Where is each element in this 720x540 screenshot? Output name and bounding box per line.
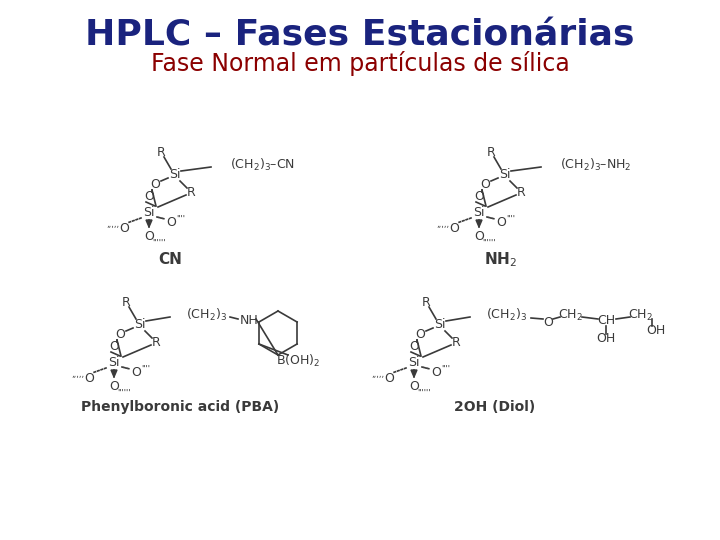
- Text: O: O: [131, 367, 141, 380]
- Text: ,,,,,: ,,,,,: [107, 220, 120, 230]
- Text: O: O: [415, 328, 425, 341]
- Text: '''': '''': [506, 214, 516, 224]
- Text: CH: CH: [597, 314, 615, 327]
- Text: ,,,,,: ,,,,,: [436, 220, 449, 230]
- Text: O: O: [150, 179, 160, 192]
- Text: CH$_2$: CH$_2$: [628, 307, 652, 322]
- Text: (CH$_2$)$_3$–CN: (CH$_2$)$_3$–CN: [230, 157, 295, 173]
- Text: R: R: [157, 146, 166, 159]
- Text: O: O: [409, 381, 419, 394]
- Polygon shape: [411, 370, 417, 377]
- Text: O: O: [431, 367, 441, 380]
- Text: R: R: [152, 336, 161, 349]
- Text: ,,,,,: ,,,,,: [71, 370, 84, 380]
- Text: Si: Si: [499, 168, 510, 181]
- Text: R: R: [451, 336, 460, 349]
- Text: 2OH (Diol): 2OH (Diol): [454, 400, 536, 414]
- Text: O: O: [543, 316, 553, 329]
- Text: OH: OH: [647, 325, 665, 338]
- Text: O: O: [144, 191, 154, 204]
- Polygon shape: [146, 220, 152, 227]
- Text: '''': '''': [441, 364, 451, 374]
- Text: '''': '''': [142, 364, 150, 374]
- Text: O: O: [115, 328, 125, 341]
- Text: '''''': '''''': [482, 239, 496, 247]
- Text: O: O: [109, 381, 119, 394]
- Text: O: O: [474, 231, 484, 244]
- Text: O: O: [119, 222, 129, 235]
- Text: (CH$_2$)$_3$–NH$_2$: (CH$_2$)$_3$–NH$_2$: [560, 157, 631, 173]
- Text: CN: CN: [158, 253, 182, 267]
- Text: O: O: [384, 373, 394, 386]
- Text: Si: Si: [408, 356, 420, 369]
- Text: O: O: [144, 231, 154, 244]
- Text: Si: Si: [473, 206, 485, 219]
- Text: B(OH)$_2$: B(OH)$_2$: [276, 353, 320, 369]
- Text: ,,,,,: ,,,,,: [372, 370, 384, 380]
- Text: R: R: [487, 146, 495, 159]
- Text: NH: NH: [240, 314, 258, 327]
- Text: (CH$_2$)$_3$: (CH$_2$)$_3$: [186, 307, 227, 323]
- Text: OH: OH: [596, 333, 616, 346]
- Text: HPLC – Fases Estacionárias: HPLC – Fases Estacionárias: [85, 18, 635, 52]
- Text: O: O: [480, 179, 490, 192]
- Text: O: O: [84, 373, 94, 386]
- Text: O: O: [449, 222, 459, 235]
- Text: R: R: [122, 296, 130, 309]
- Text: '''''': '''''': [152, 239, 166, 247]
- Text: R: R: [517, 186, 526, 199]
- Text: '''': '''': [176, 214, 186, 224]
- Text: Si: Si: [169, 168, 181, 181]
- Text: Si: Si: [134, 319, 145, 332]
- Text: Fase Normal em partículas de sílica: Fase Normal em partículas de sílica: [150, 51, 570, 76]
- Text: O: O: [109, 341, 119, 354]
- Text: R: R: [422, 296, 431, 309]
- Text: Si: Si: [434, 319, 446, 332]
- Text: Phenylboronic acid (PBA): Phenylboronic acid (PBA): [81, 400, 279, 414]
- Text: '''''': '''''': [418, 388, 431, 397]
- Text: '''''': '''''': [117, 388, 131, 397]
- Text: O: O: [166, 217, 176, 230]
- Text: Si: Si: [143, 206, 155, 219]
- Text: O: O: [474, 191, 484, 204]
- Text: O: O: [496, 217, 506, 230]
- Text: R: R: [186, 186, 195, 199]
- Text: NH$_2$: NH$_2$: [484, 251, 516, 269]
- Text: (CH$_2$)$_3$: (CH$_2$)$_3$: [486, 307, 527, 323]
- Polygon shape: [476, 220, 482, 227]
- Text: Si: Si: [108, 356, 120, 369]
- Polygon shape: [111, 370, 117, 377]
- Text: CH$_2$: CH$_2$: [557, 307, 582, 322]
- Text: O: O: [409, 341, 419, 354]
